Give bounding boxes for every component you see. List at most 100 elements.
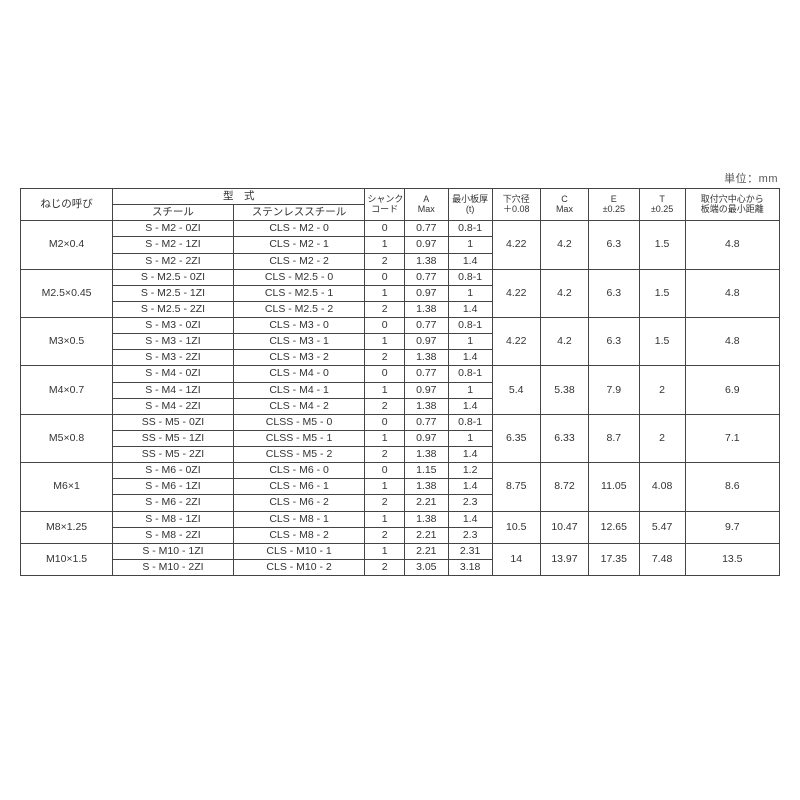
hdr-minthk: 最小板厚(t) bbox=[448, 189, 492, 221]
cell-stainless: CLS - M4 - 1 bbox=[233, 382, 365, 398]
cell-edge: 7.1 bbox=[685, 414, 779, 462]
cell-e: 7.9 bbox=[589, 366, 639, 414]
hdr-steel: スチール bbox=[113, 205, 234, 221]
cell-amax: 0.97 bbox=[404, 285, 448, 301]
cell-steel: SS - M5 - 0ZI bbox=[113, 414, 234, 430]
cell-minthk: 0.8-1 bbox=[448, 269, 492, 285]
cell-shank: 1 bbox=[365, 511, 404, 527]
hdr-model-group: 型 式 bbox=[113, 189, 365, 205]
cell-e: 11.05 bbox=[589, 463, 639, 511]
cell-steel: S - M2 - 1ZI bbox=[113, 237, 234, 253]
table-row: M2.5×0.45S - M2.5 - 0ZICLS - M2.5 - 000.… bbox=[21, 269, 780, 285]
cell-shank: 1 bbox=[365, 334, 404, 350]
cell-hole: 4.22 bbox=[492, 221, 540, 269]
cell-t: 5.47 bbox=[639, 511, 685, 543]
cell-shank: 2 bbox=[365, 495, 404, 511]
cell-minthk: 1.4 bbox=[448, 350, 492, 366]
cell-amax: 2.21 bbox=[404, 543, 448, 559]
cell-steel: S - M8 - 1ZI bbox=[113, 511, 234, 527]
cell-stainless: CLS - M2 - 2 bbox=[233, 253, 365, 269]
cell-steel: S - M3 - 0ZI bbox=[113, 318, 234, 334]
cell-e: 6.3 bbox=[589, 318, 639, 366]
cell-shank: 1 bbox=[365, 285, 404, 301]
cell-shank: 1 bbox=[365, 543, 404, 559]
cell-stainless: CLS - M3 - 1 bbox=[233, 334, 365, 350]
cell-stainless: CLS - M2.5 - 1 bbox=[233, 285, 365, 301]
cell-amax: 2.21 bbox=[404, 527, 448, 543]
cell-amax: 0.77 bbox=[404, 318, 448, 334]
cell-steel: S - M10 - 2ZI bbox=[113, 559, 234, 575]
table-row: M4×0.7S - M4 - 0ZICLS - M4 - 000.770.8-1… bbox=[21, 366, 780, 382]
cell-amax: 1.38 bbox=[404, 511, 448, 527]
cell-cmax: 4.2 bbox=[540, 221, 588, 269]
hdr-t: T±0.25 bbox=[639, 189, 685, 221]
cell-stainless: CLS - M8 - 2 bbox=[233, 527, 365, 543]
cell-t: 1.5 bbox=[639, 318, 685, 366]
hdr-amax: AMax bbox=[404, 189, 448, 221]
cell-stainless: CLSS - M5 - 2 bbox=[233, 447, 365, 463]
cell-minthk: 1.4 bbox=[448, 398, 492, 414]
cell-thread: M6×1 bbox=[21, 463, 113, 511]
cell-shank: 0 bbox=[365, 463, 404, 479]
cell-stainless: CLS - M6 - 1 bbox=[233, 479, 365, 495]
table-row: M5×0.8SS - M5 - 0ZICLSS - M5 - 000.770.8… bbox=[21, 414, 780, 430]
cell-e: 8.7 bbox=[589, 414, 639, 462]
hdr-hole: 下穴径＋0.08 bbox=[492, 189, 540, 221]
cell-steel: SS - M5 - 1ZI bbox=[113, 430, 234, 446]
cell-minthk: 1 bbox=[448, 334, 492, 350]
hdr-shank: シャンクコード bbox=[365, 189, 404, 221]
cell-minthk: 2.3 bbox=[448, 495, 492, 511]
cell-stainless: CLS - M4 - 0 bbox=[233, 366, 365, 382]
cell-stainless: CLS - M2 - 1 bbox=[233, 237, 365, 253]
cell-steel: S - M2 - 2ZI bbox=[113, 253, 234, 269]
cell-e: 17.35 bbox=[589, 543, 639, 575]
cell-shank: 0 bbox=[365, 414, 404, 430]
cell-stainless: CLS - M8 - 1 bbox=[233, 511, 365, 527]
table-header: ねじの呼び 型 式 シャンクコード AMax 最小板厚(t) 下穴径＋0.08 … bbox=[21, 189, 780, 221]
cell-stainless: CLS - M3 - 0 bbox=[233, 318, 365, 334]
cell-cmax: 4.2 bbox=[540, 318, 588, 366]
cell-steel: S - M4 - 0ZI bbox=[113, 366, 234, 382]
cell-minthk: 2.3 bbox=[448, 527, 492, 543]
cell-edge: 13.5 bbox=[685, 543, 779, 575]
table-row: M3×0.5S - M3 - 0ZICLS - M3 - 000.770.8-1… bbox=[21, 318, 780, 334]
cell-cmax: 6.33 bbox=[540, 414, 588, 462]
unit-label: 単位：mm bbox=[20, 170, 780, 186]
cell-minthk: 1 bbox=[448, 430, 492, 446]
cell-hole: 8.75 bbox=[492, 463, 540, 511]
cell-stainless: CLSS - M5 - 1 bbox=[233, 430, 365, 446]
cell-thread: M8×1.25 bbox=[21, 511, 113, 543]
table-container: 単位：mm ねじの呼び 型 式 シャンクコード AMax 最小板厚(t) 下穴径… bbox=[20, 170, 780, 576]
cell-minthk: 1 bbox=[448, 285, 492, 301]
table-row: M10×1.5S - M10 - 1ZICLS - M10 - 112.212.… bbox=[21, 543, 780, 559]
cell-minthk: 0.8-1 bbox=[448, 414, 492, 430]
cell-steel: SS - M5 - 2ZI bbox=[113, 447, 234, 463]
cell-e: 6.3 bbox=[589, 269, 639, 317]
cell-stainless: CLS - M6 - 2 bbox=[233, 495, 365, 511]
cell-cmax: 8.72 bbox=[540, 463, 588, 511]
cell-stainless: CLS - M6 - 0 bbox=[233, 463, 365, 479]
cell-thread: M5×0.8 bbox=[21, 414, 113, 462]
spec-table: ねじの呼び 型 式 シャンクコード AMax 最小板厚(t) 下穴径＋0.08 … bbox=[20, 188, 780, 576]
cell-stainless: CLS - M10 - 2 bbox=[233, 559, 365, 575]
cell-minthk: 1.4 bbox=[448, 253, 492, 269]
cell-minthk: 0.8-1 bbox=[448, 221, 492, 237]
cell-amax: 0.77 bbox=[404, 269, 448, 285]
cell-shank: 2 bbox=[365, 559, 404, 575]
cell-steel: S - M3 - 2ZI bbox=[113, 350, 234, 366]
cell-steel: S - M6 - 1ZI bbox=[113, 479, 234, 495]
cell-amax: 1.15 bbox=[404, 463, 448, 479]
cell-stainless: CLS - M2.5 - 2 bbox=[233, 301, 365, 317]
cell-edge: 4.8 bbox=[685, 221, 779, 269]
cell-amax: 2.21 bbox=[404, 495, 448, 511]
cell-steel: S - M4 - 2ZI bbox=[113, 398, 234, 414]
cell-cmax: 13.97 bbox=[540, 543, 588, 575]
hdr-edge: 取付穴中心から板端の最小距離 bbox=[685, 189, 779, 221]
cell-e: 6.3 bbox=[589, 221, 639, 269]
cell-shank: 2 bbox=[365, 253, 404, 269]
cell-steel: S - M8 - 2ZI bbox=[113, 527, 234, 543]
cell-minthk: 3.18 bbox=[448, 559, 492, 575]
table-row: M6×1S - M6 - 0ZICLS - M6 - 001.151.28.75… bbox=[21, 463, 780, 479]
cell-cmax: 4.2 bbox=[540, 269, 588, 317]
cell-amax: 0.97 bbox=[404, 237, 448, 253]
